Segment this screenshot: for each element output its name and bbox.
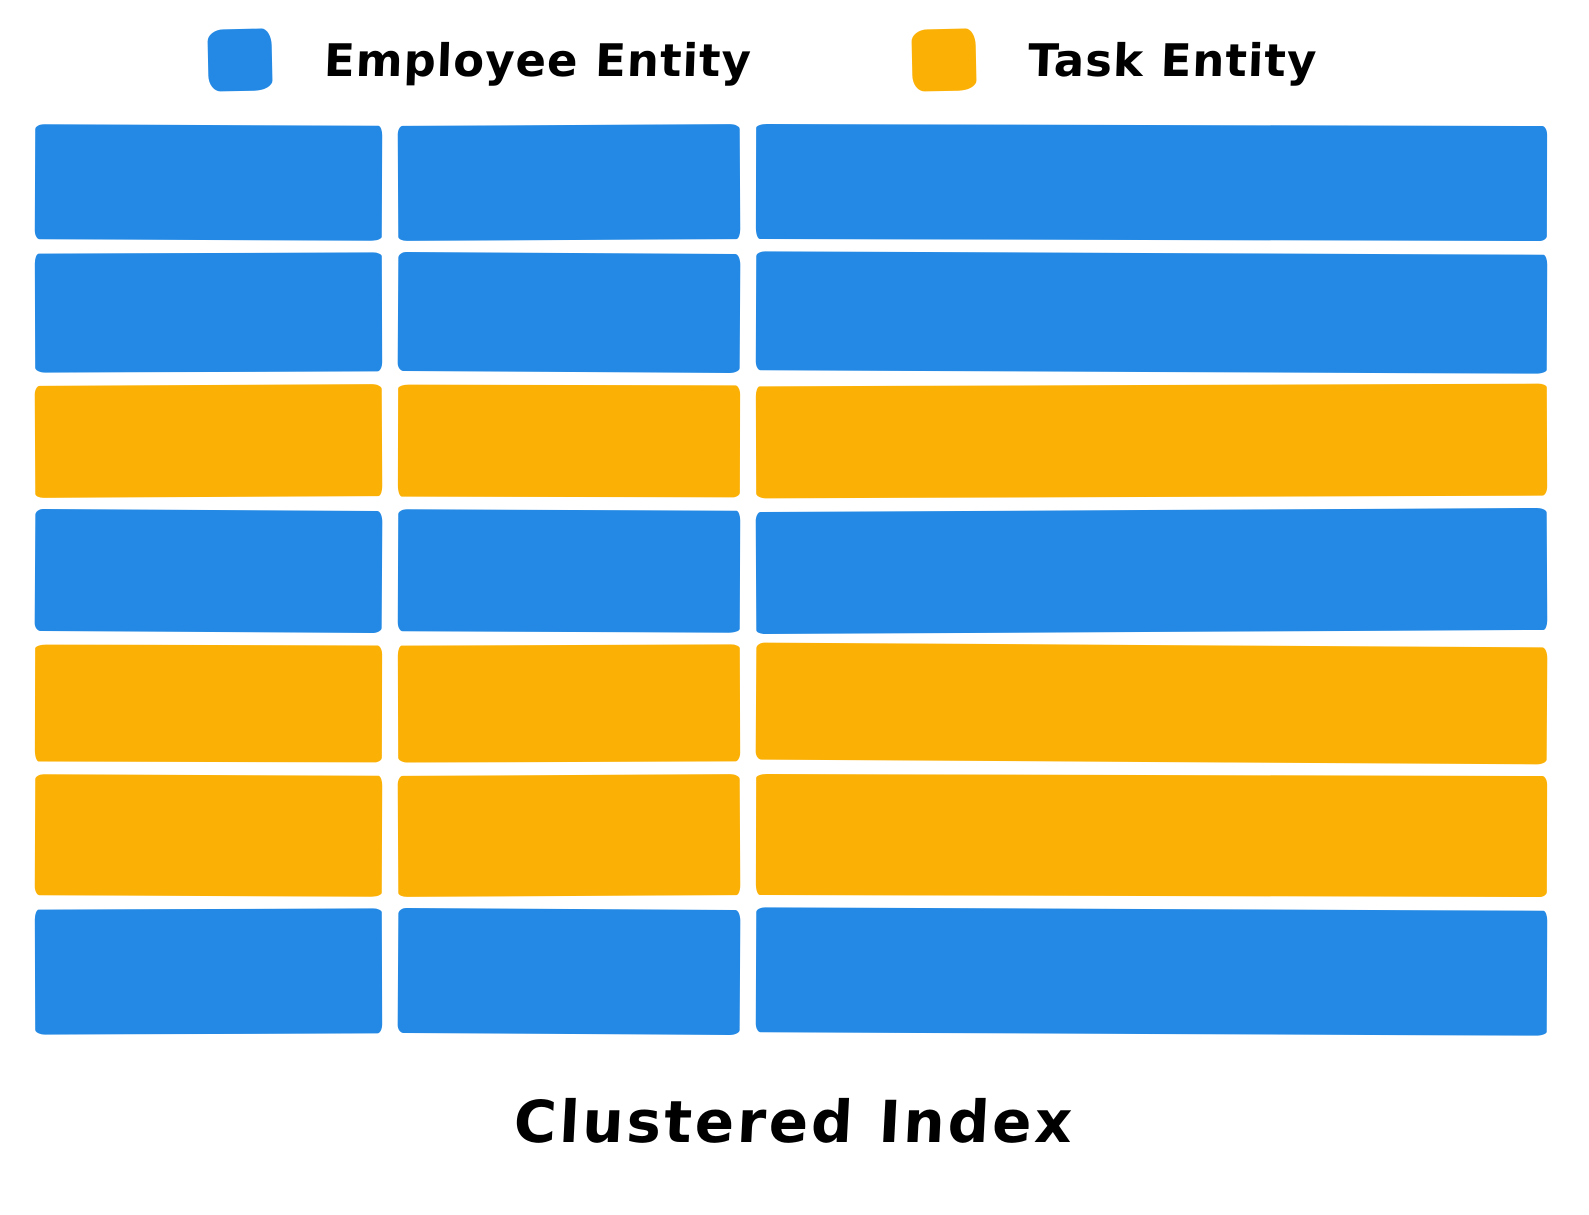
grid-cell-employee-r7-c3 (755, 907, 1548, 1036)
grid-cell-task-r6-c2 (397, 774, 741, 897)
grid-cell-employee-r1-c2 (397, 124, 741, 241)
grid-cell-employee-r2-c3 (755, 251, 1548, 374)
grid-cell-employee-r2-c1 (34, 252, 383, 373)
legend-label-task: Task Entity (1027, 33, 1319, 87)
task-swatch-icon (911, 28, 977, 92)
grid-cell-employee-r2-c2 (397, 251, 741, 374)
grid-cell-employee-r7-c1 (34, 908, 383, 1035)
employee-swatch-icon (207, 28, 273, 92)
grid-cell-task-r6-c1 (34, 774, 383, 897)
legend-item-task: Task Entity (911, 18, 1319, 102)
clustered-index-grid (34, 123, 1548, 1036)
legend-label-employee: Employee Entity (323, 33, 753, 87)
grid-cell-employee-r4-c2 (397, 509, 741, 633)
grid-cell-employee-r1-c1 (34, 124, 383, 241)
grid-cell-task-r3-c1 (34, 384, 383, 498)
grid-cell-employee-r4-c3 (755, 507, 1548, 635)
grid-cell-task-r5-c2 (397, 644, 741, 763)
grid-cell-task-r5-c3 (755, 642, 1548, 765)
grid-cell-task-r6-c3 (755, 773, 1548, 898)
grid-cell-task-r5-c1 (34, 644, 383, 763)
grid-cell-employee-r7-c2 (397, 907, 741, 1036)
legend-item-employee: Employee Entity (207, 18, 753, 102)
grid-cell-employee-r4-c1 (34, 508, 383, 634)
diagram-caption: Clustered Index (512, 1088, 1077, 1156)
grid-cell-task-r3-c3 (755, 383, 1548, 499)
grid-cell-task-r3-c2 (397, 384, 741, 498)
grid-cell-employee-r1-c3 (755, 123, 1548, 242)
